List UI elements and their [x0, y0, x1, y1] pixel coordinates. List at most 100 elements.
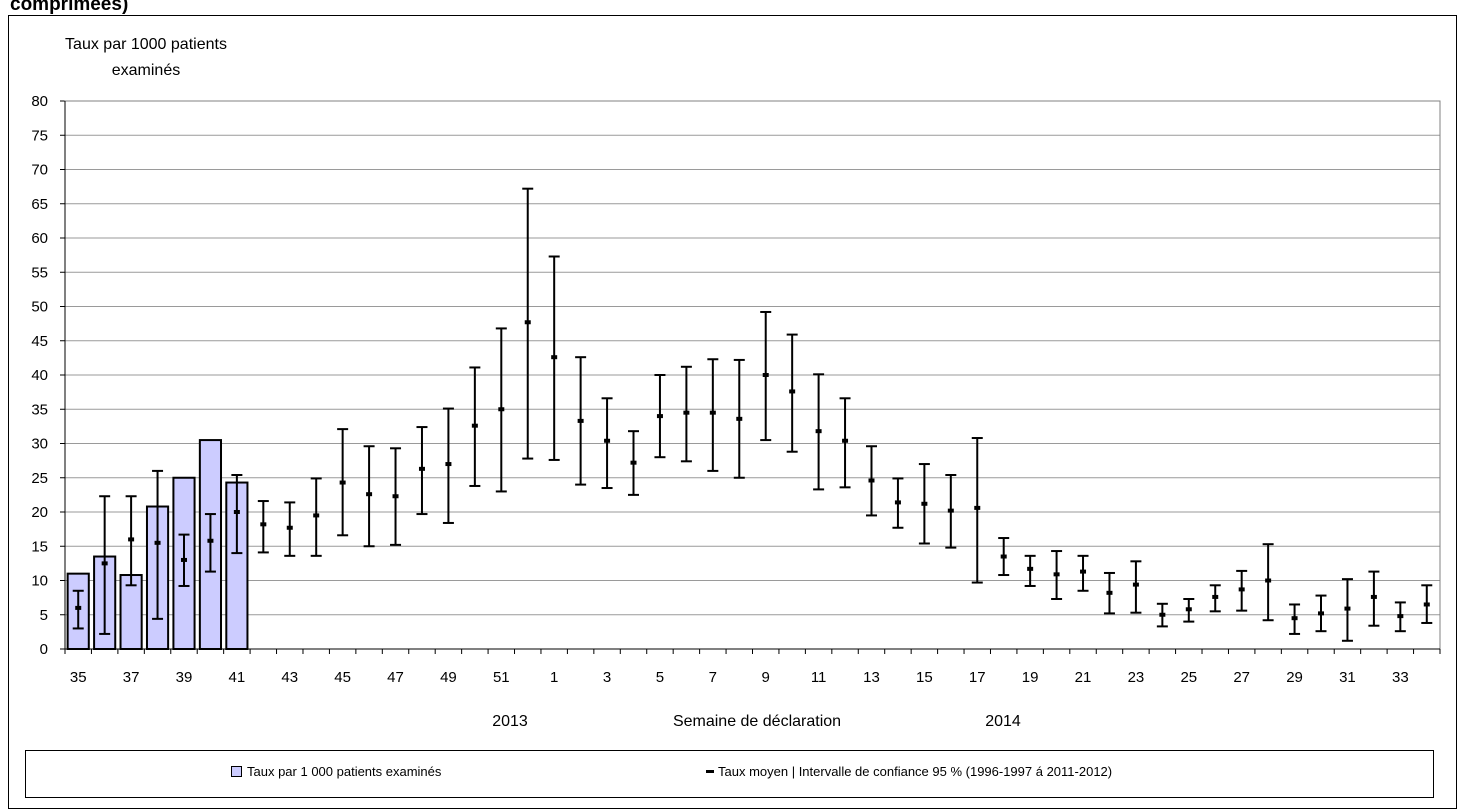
mean-marker: [1212, 594, 1219, 599]
x-tick-label: 49: [440, 669, 457, 686]
y-tick-label: 45: [31, 333, 48, 350]
mean-marker: [736, 416, 743, 421]
x-tick-label: 39: [176, 669, 193, 686]
x-tick-label: 15: [916, 669, 933, 686]
x-tick-label: 21: [1075, 669, 1092, 686]
mean-marker: [1132, 582, 1139, 587]
y-tick-label: 55: [31, 264, 48, 281]
x-tick-label: 9: [762, 669, 770, 686]
y-axis-label-line2: examinés: [112, 62, 180, 79]
mean-marker: [1344, 606, 1351, 611]
x-tick-label: 45: [334, 669, 351, 686]
x-tick-label: 3: [603, 669, 611, 686]
y-tick-label: 30: [31, 436, 48, 453]
y-tick-label: 75: [31, 127, 48, 144]
mean-marker: [75, 605, 82, 610]
mean-marker: [894, 500, 901, 505]
legend-item-mean: Taux moyen | Intervalle de confiance 95 …: [706, 764, 1112, 779]
mean-marker: [1423, 602, 1430, 607]
y-tick-label: 60: [31, 230, 48, 247]
mean-marker: [207, 538, 214, 543]
x-tick-label: 33: [1392, 669, 1409, 686]
mean-marker: [1265, 578, 1272, 583]
y-tick-label: 65: [31, 196, 48, 213]
legend-item-rate: Taux par 1 000 patients examinés: [231, 764, 441, 779]
chart-frame: [8, 15, 1457, 809]
mean-marker: [1053, 572, 1060, 577]
x-tick-label: 37: [123, 669, 140, 686]
x-axis-label: Semaine de déclaration: [673, 713, 841, 730]
x-tick-label: 17: [969, 669, 986, 686]
x-tick-label: 43: [281, 669, 298, 686]
x-tick-label: 35: [70, 669, 87, 686]
mean-marker: [180, 557, 187, 562]
mean-marker: [498, 407, 505, 412]
x-tick-label: 47: [387, 669, 404, 686]
legend-label-rate: Taux par 1 000 patients examinés: [247, 764, 442, 779]
y-tick-label: 25: [31, 470, 48, 487]
mean-marker: [815, 429, 822, 434]
x-tick-label: 13: [863, 669, 880, 686]
mean-marker: [551, 355, 558, 360]
mean-marker: [1080, 569, 1087, 574]
x-tick-label: 25: [1180, 669, 1197, 686]
y-tick-label: 50: [31, 299, 48, 316]
mean-marker: [524, 320, 531, 325]
mean-marker: [445, 462, 452, 467]
mean-marker: [577, 418, 584, 423]
legend-label-mean: Taux moyen | Intervalle de confiance 95 …: [718, 764, 1113, 779]
legend-swatch-bar-icon: [231, 766, 242, 777]
mean-marker: [1370, 594, 1377, 599]
mean-marker: [762, 373, 769, 377]
mean-marker: [947, 508, 954, 513]
mean-marker: [392, 494, 399, 499]
mean-marker: [1159, 612, 1166, 617]
mean-marker: [1185, 607, 1192, 612]
chart-legend: Taux par 1 000 patients examinés Taux mo…: [25, 750, 1434, 798]
x-tick-label: 1: [550, 669, 558, 686]
mean-marker: [921, 501, 928, 506]
mean-marker: [1106, 590, 1113, 595]
mean-marker: [709, 410, 716, 415]
mean-marker: [339, 480, 346, 485]
x-tick-label: 29: [1286, 669, 1303, 686]
mean-marker: [1027, 566, 1034, 571]
y-tick-label: 70: [31, 162, 48, 179]
mean-marker: [868, 478, 875, 483]
x-tick-label: 19: [1022, 669, 1039, 686]
x-tick-label: 11: [811, 669, 827, 686]
mean-marker: [471, 423, 478, 428]
mean-marker: [366, 492, 373, 497]
mean-marker: [1291, 616, 1298, 621]
x-tick-label: 7: [709, 669, 717, 686]
legend-swatch-mean-icon: [706, 770, 714, 773]
mean-marker: [286, 525, 293, 530]
mean-marker: [683, 410, 690, 415]
mean-marker: [842, 438, 849, 443]
mean-marker: [974, 505, 981, 510]
y-tick-label: 20: [31, 504, 48, 521]
year-label-2013: 2013: [492, 713, 528, 730]
page-title: comprimées): [10, 0, 129, 15]
x-tick-label: 41: [229, 669, 246, 686]
mean-marker: [1318, 611, 1325, 616]
y-tick-label: 5: [40, 607, 48, 624]
year-label-2014: 2014: [985, 713, 1021, 730]
y-tick-label: 0: [40, 641, 48, 658]
y-tick-label: 40: [31, 367, 48, 384]
y-tick-label: 10: [31, 573, 48, 590]
x-tick-label: 51: [493, 669, 510, 686]
mean-marker: [1397, 614, 1404, 619]
mean-marker: [630, 460, 637, 465]
mean-marker: [101, 561, 108, 566]
mean-marker: [233, 510, 240, 514]
x-tick-label: 27: [1233, 669, 1250, 686]
y-tick-label: 15: [31, 538, 48, 555]
mean-marker: [128, 537, 135, 542]
y-tick-label: 80: [31, 93, 48, 110]
mean-marker: [154, 540, 161, 545]
x-tick-label: 5: [656, 669, 664, 686]
mean-marker: [1238, 587, 1245, 592]
mean-marker: [418, 466, 425, 471]
